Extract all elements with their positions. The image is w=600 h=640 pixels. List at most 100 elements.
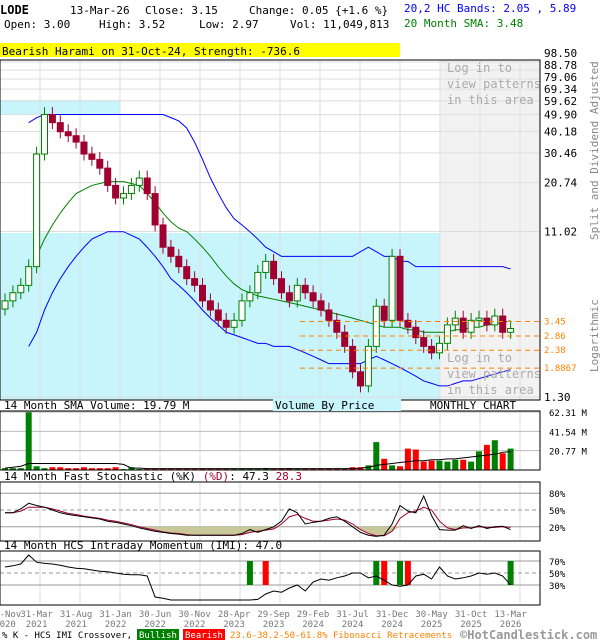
imi-line	[4, 554, 511, 601]
candle	[17, 284, 25, 294]
imi-tick-label: 70%	[549, 558, 566, 568]
candle	[372, 305, 380, 347]
volume-bar	[452, 459, 459, 470]
price-panel-border	[0, 59, 541, 401]
candle	[9, 292, 17, 302]
volume-bar	[112, 467, 119, 470]
date-year-label: 2021	[65, 620, 87, 630]
footer-fib: 23.6-38.2-50-61.8% Fibonacci Retracement…	[230, 631, 452, 640]
price-tick-label: 30.46	[544, 147, 577, 160]
candle	[333, 319, 341, 333]
bearish-signal	[404, 561, 411, 585]
date-label: 30-Nov	[178, 610, 211, 620]
candle	[41, 113, 48, 155]
candle	[88, 153, 96, 160]
candle	[206, 300, 214, 311]
copyright[interactable]: ©HotCandlestick.com	[460, 628, 597, 640]
bullish-signal	[507, 561, 514, 585]
candle	[380, 305, 388, 321]
candle	[151, 193, 159, 226]
candle	[120, 193, 127, 199]
volume-bar	[9, 468, 16, 470]
candle	[135, 177, 143, 186]
price-tick-label: 40.18	[544, 125, 577, 138]
date-year-label: 2022	[184, 620, 206, 630]
vbp-zone	[0, 100, 120, 114]
imi-tick-label: 50%	[549, 570, 566, 580]
lower-band-line	[28, 231, 511, 387]
volume-title: 14 Month SMA Volume: 19.79 M	[4, 399, 190, 412]
candle	[199, 284, 206, 302]
imi-title: 14 Month HCS Intraday Momentum (IMI): 47…	[4, 539, 282, 552]
date-year-label: 2021	[26, 620, 48, 630]
candle	[278, 278, 285, 294]
volume-bar	[96, 468, 103, 470]
volume-bar	[41, 468, 48, 470]
candle	[112, 184, 120, 199]
date-label: 29-Feb	[297, 610, 330, 620]
date-label: 29-Sep	[257, 610, 290, 620]
date-year-label: 2022	[144, 620, 166, 630]
login-area	[440, 60, 540, 400]
candle	[64, 131, 72, 137]
date: 13-Mar-26	[70, 4, 130, 17]
side-label-bottom: Logarithmic	[588, 299, 600, 372]
vol: Vol: 11,049,813	[290, 18, 389, 31]
candle	[262, 260, 270, 273]
vbp-label-bg	[273, 399, 401, 411]
volume-bar	[2, 468, 8, 470]
price-tick-label: 98.50	[544, 47, 577, 60]
volume-sma-line	[4, 451, 511, 470]
pattern-highlight	[0, 43, 400, 57]
footer-bullish: Bullish	[139, 631, 177, 640]
footer-bearish: Bearish	[185, 631, 223, 640]
candle	[317, 300, 325, 311]
date-year-label: 2022	[105, 620, 127, 630]
candle	[436, 342, 443, 354]
candle	[428, 345, 436, 354]
side-label-top: Split and Dividend Adjusted	[588, 61, 600, 240]
candle	[96, 158, 104, 169]
candle	[72, 135, 80, 143]
candle	[238, 300, 246, 321]
price-tick-label: 79.06	[544, 71, 577, 84]
footer-crossover: % K - HCS IMI Crossover,	[2, 631, 132, 640]
date-label: 30-Nov	[0, 610, 21, 620]
stoch-tick-label: 50%	[549, 507, 566, 517]
candle	[467, 319, 475, 333]
date-label: 30-May	[415, 610, 448, 620]
volume-bar	[420, 461, 427, 470]
volume-bar	[73, 468, 80, 470]
price-tick-label: 11.02	[544, 226, 577, 239]
candle	[33, 153, 41, 268]
login-prompt: view patterns	[447, 367, 541, 381]
volume-bar	[476, 451, 482, 470]
imi-panel-border	[0, 550, 541, 606]
stoch-d-line	[5, 506, 511, 537]
volume-bar	[373, 442, 380, 470]
candle	[388, 255, 396, 321]
bullish-signal	[397, 561, 403, 585]
candle	[183, 266, 191, 280]
volume-tick-label: 41.54 M	[549, 428, 588, 438]
login-prompt: Log in to	[447, 61, 512, 75]
stoch-title: 14 Month Fast Stochastic (%K) (%D): 47.3…	[4, 470, 302, 483]
candle	[475, 317, 483, 321]
volume-tick-label: 20.77 M	[549, 448, 588, 458]
candle	[364, 345, 372, 387]
stoch-tick-label: 80%	[549, 490, 566, 500]
date-year-label: 2020	[0, 620, 16, 630]
volume-bar	[49, 467, 56, 470]
low: Low: 2.97	[199, 18, 259, 31]
candle	[357, 371, 364, 387]
candle	[167, 246, 175, 257]
candle	[175, 255, 183, 268]
date-year-label: 2025	[421, 620, 443, 630]
login-prompt: Log in to	[447, 351, 512, 365]
candle	[341, 331, 349, 347]
candle	[104, 167, 112, 186]
candle	[325, 309, 333, 321]
date-label: 13-Mar	[494, 610, 527, 620]
